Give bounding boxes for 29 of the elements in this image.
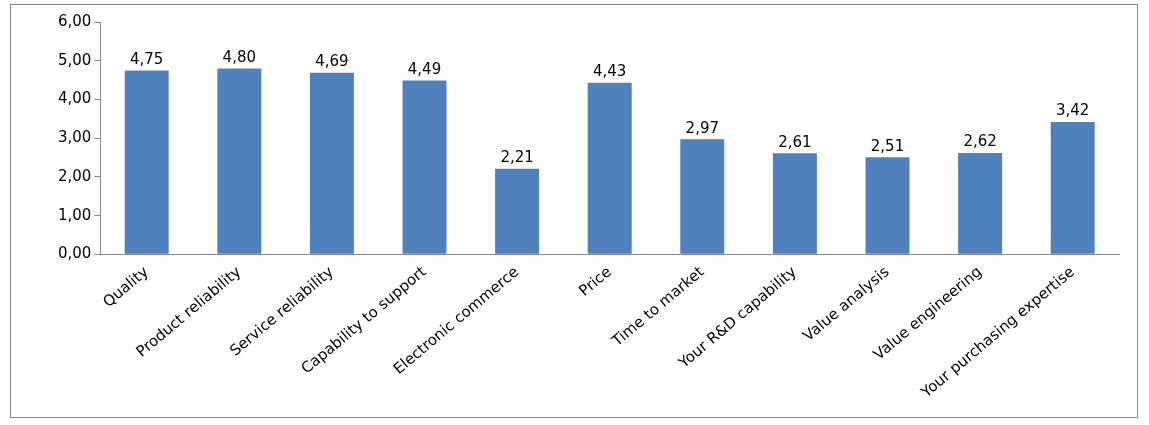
data-label: 2,61 <box>778 132 812 151</box>
data-label: 4,69 <box>315 52 349 71</box>
bar <box>772 153 817 254</box>
bar <box>680 139 725 254</box>
y-tick-label: 3,00 <box>57 128 92 147</box>
bar <box>495 168 540 254</box>
y-tick-label: 5,00 <box>57 50 92 69</box>
data-label: 4,80 <box>222 47 256 66</box>
bar <box>124 70 169 254</box>
data-label: 2,21 <box>500 148 534 167</box>
data-label: 4,75 <box>130 49 164 68</box>
bar <box>865 157 910 254</box>
bar <box>1050 121 1095 254</box>
data-label: 3,42 <box>1056 101 1090 120</box>
data-label: 4,43 <box>593 62 627 81</box>
data-label: 2,51 <box>870 136 905 155</box>
data-label: 4,49 <box>407 59 442 78</box>
bar <box>309 72 354 254</box>
y-tick-label: 0,00 <box>57 244 92 263</box>
y-tick-label: 4,00 <box>57 89 92 108</box>
bar <box>217 68 262 254</box>
bar <box>402 80 447 254</box>
bar <box>587 82 632 254</box>
bar <box>958 152 1003 254</box>
y-tick-label: 2,00 <box>57 166 92 185</box>
y-tick-label: 6,00 <box>57 11 92 30</box>
data-label: 2,62 <box>963 132 997 151</box>
data-label: 2,97 <box>685 118 719 137</box>
y-tick-label: 1,00 <box>57 205 92 224</box>
